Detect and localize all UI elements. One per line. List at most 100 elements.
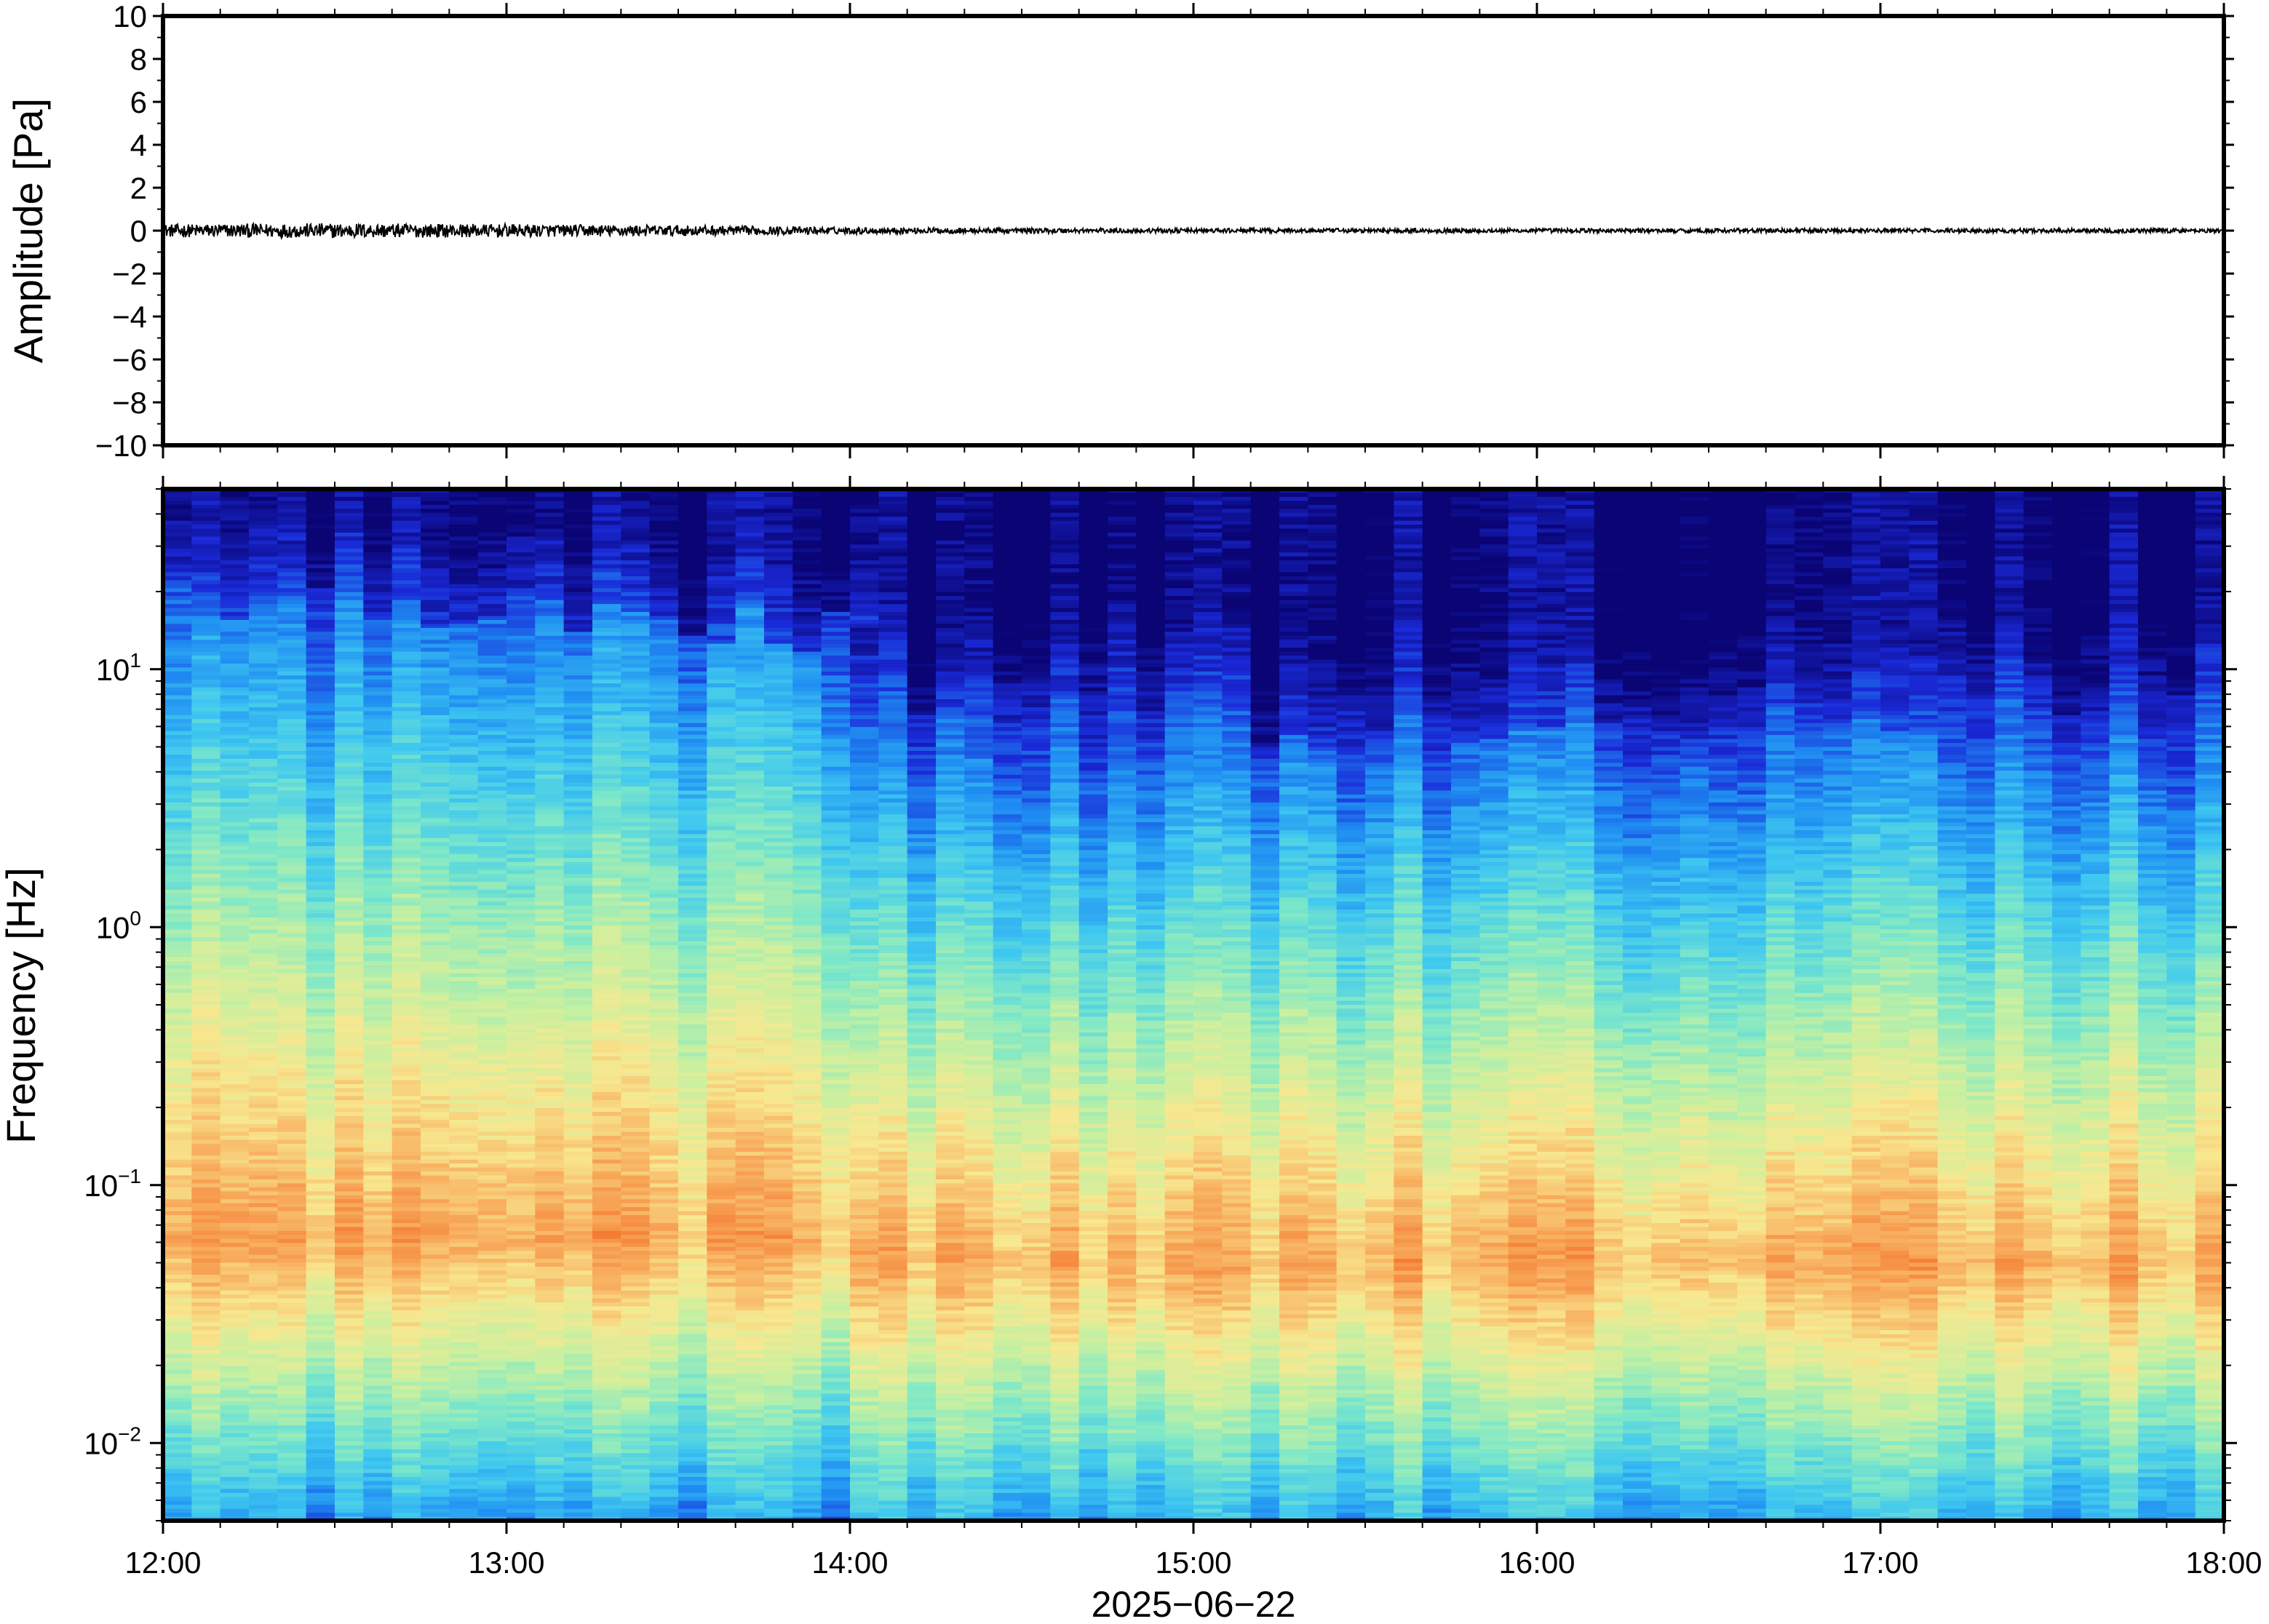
spectrogram-cell bbox=[363, 640, 393, 645]
spectrogram-cell bbox=[163, 548, 193, 554]
spectrogram-cell bbox=[392, 1322, 421, 1327]
spectrogram-cell bbox=[306, 1417, 335, 1422]
spectrogram-cell bbox=[477, 667, 507, 672]
spectrogram-cell bbox=[220, 1262, 250, 1267]
spectrogram-cell bbox=[220, 1159, 250, 1164]
spectrogram-cell bbox=[163, 1441, 193, 1446]
spectrogram-cell bbox=[678, 651, 708, 656]
spectrogram-cell bbox=[449, 1112, 479, 1117]
spectrogram-cell bbox=[621, 1167, 651, 1172]
spectrogram-cell bbox=[678, 1147, 708, 1153]
amplitude-frame bbox=[161, 14, 2226, 447]
spectrogram-cell bbox=[649, 1401, 679, 1406]
spectrogram-cell bbox=[506, 1369, 536, 1374]
spectrogram-cell bbox=[563, 576, 593, 581]
spectrogram-cell bbox=[277, 957, 307, 962]
spectrogram-cell bbox=[421, 1441, 450, 1446]
spectrogram-cell bbox=[563, 1072, 593, 1077]
spectrogram-cell bbox=[477, 1064, 507, 1070]
spectrogram-cell bbox=[649, 1334, 679, 1339]
spectrogram-cell bbox=[306, 1274, 335, 1280]
spectrogram-cell bbox=[535, 1461, 565, 1466]
spectrogram-cell bbox=[249, 715, 279, 720]
spectrogram-cell bbox=[335, 1099, 365, 1105]
spectrogram-cell bbox=[163, 881, 193, 887]
spectrogram-cell bbox=[477, 1123, 507, 1129]
spectrogram-cell bbox=[335, 1369, 365, 1374]
spectrogram-cell bbox=[563, 953, 593, 958]
spectrogram-cell bbox=[563, 909, 593, 915]
spectrogram-cell bbox=[506, 719, 536, 724]
spectrogram-cell bbox=[678, 858, 708, 863]
spectrogram-cell bbox=[220, 1215, 250, 1220]
spectrogram-cell bbox=[449, 1484, 479, 1490]
spectrogram-cell bbox=[163, 1429, 193, 1434]
spectrogram-cell bbox=[392, 743, 421, 748]
spectrogram-cell bbox=[449, 691, 479, 696]
spectrogram-cell bbox=[220, 845, 250, 851]
spectrogram-cell bbox=[191, 568, 221, 573]
spectrogram-cell bbox=[163, 1099, 193, 1105]
spectrogram-cell bbox=[649, 580, 679, 585]
spectrogram-cell bbox=[678, 1171, 708, 1177]
spectrogram-cell bbox=[678, 723, 708, 728]
spectrogram-cell bbox=[563, 1409, 593, 1414]
spectrogram-cell bbox=[477, 897, 507, 902]
spectrogram-cell bbox=[191, 584, 221, 589]
spectrogram-cell bbox=[220, 893, 250, 899]
spectrogram-cell bbox=[506, 861, 536, 867]
spectrogram-cell bbox=[220, 834, 250, 839]
spectrogram-cell bbox=[191, 885, 221, 891]
spectrogram-cell bbox=[306, 1405, 335, 1411]
spectrogram-cell bbox=[220, 1230, 250, 1236]
spectrogram-cell bbox=[220, 1266, 250, 1272]
spectrogram-cell bbox=[220, 1393, 250, 1398]
spectrogram-cell bbox=[163, 1500, 193, 1505]
spectrogram-cell bbox=[563, 1044, 593, 1049]
spectrogram-cell bbox=[277, 1262, 307, 1267]
spectrogram-cell bbox=[563, 592, 593, 597]
spectrogram-cell bbox=[191, 861, 221, 867]
spectrogram-cell bbox=[163, 493, 193, 498]
spectrogram-cell bbox=[649, 616, 679, 621]
spectrogram-cell bbox=[506, 572, 536, 577]
spectrogram-cell bbox=[621, 1346, 651, 1351]
spectrogram-cell bbox=[191, 489, 221, 494]
spectrogram-cell bbox=[649, 592, 679, 597]
spectrogram-cell bbox=[306, 798, 335, 803]
spectrogram-cell bbox=[191, 1123, 221, 1129]
spectrogram-cell bbox=[249, 1290, 279, 1295]
spectrogram-cell bbox=[421, 885, 450, 891]
spectrogram-cell bbox=[363, 905, 393, 910]
spectrogram-cell bbox=[220, 771, 250, 776]
spectrogram-cell bbox=[621, 648, 651, 653]
spectrogram-cell bbox=[649, 1167, 679, 1172]
spectrogram-cell bbox=[249, 1167, 279, 1172]
spectrogram-cell bbox=[649, 877, 679, 883]
spectrogram-cell bbox=[535, 1096, 565, 1101]
spectrogram-cell bbox=[678, 1091, 708, 1097]
spectrogram-cell bbox=[163, 1469, 193, 1474]
spectrogram-cell bbox=[306, 525, 335, 530]
spectrogram-cell bbox=[449, 822, 479, 827]
spectrogram-cell bbox=[421, 659, 450, 664]
spectrogram-cell bbox=[363, 1163, 393, 1169]
spectrogram-cell bbox=[477, 858, 507, 863]
spectrogram-cell bbox=[592, 525, 622, 530]
spectrogram-cell bbox=[506, 596, 536, 601]
spectrogram-cell bbox=[249, 925, 279, 931]
spectrogram-cell bbox=[477, 1032, 507, 1038]
spectrogram-cell bbox=[306, 830, 335, 835]
spectrogram-cell bbox=[563, 774, 593, 779]
spectrogram-cell bbox=[277, 1513, 307, 1518]
spectrogram-cell bbox=[306, 1203, 335, 1208]
spectrogram-cell bbox=[649, 1270, 679, 1275]
spectrogram-cell bbox=[506, 624, 536, 629]
spectrogram-cell bbox=[249, 1282, 279, 1288]
spectrogram-cell bbox=[477, 532, 507, 538]
spectrogram-cell bbox=[506, 1230, 536, 1236]
spectrogram-cell bbox=[678, 921, 708, 926]
spectrogram-cell bbox=[563, 493, 593, 498]
spectrogram-cell bbox=[506, 687, 536, 692]
spectrogram-cell bbox=[592, 1076, 622, 1081]
